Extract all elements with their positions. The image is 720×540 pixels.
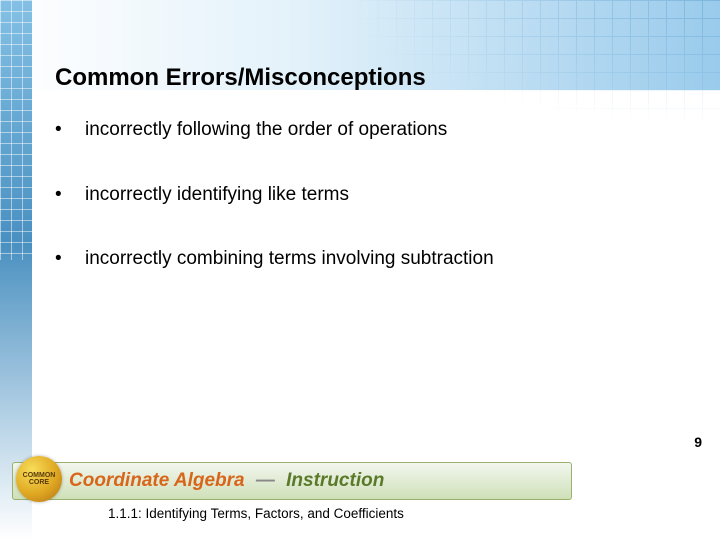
brand-right: Instruction <box>286 470 384 491</box>
slide-title: Common Errors/Misconceptions <box>55 64 680 92</box>
footer: COMMON CORE Coordinate Algebra — Instruc… <box>0 462 720 540</box>
bullet-text: incorrectly identifying like terms <box>85 183 349 208</box>
bullet-item: • incorrectly combining terms involving … <box>55 247 680 272</box>
brand-left: Coordinate Algebra <box>69 470 245 491</box>
bullet-text: incorrectly combining terms involving su… <box>85 247 494 272</box>
footer-banner: Coordinate Algebra — Instruction <box>12 462 572 500</box>
footer-subtitle: 1.1.1: Identifying Terms, Factors, and C… <box>108 506 404 521</box>
page-number: 9 <box>694 434 702 450</box>
brand-dash: — <box>256 470 275 491</box>
common-core-logo: COMMON CORE <box>16 456 62 502</box>
bullet-marker: • <box>55 247 85 272</box>
bullet-marker: • <box>55 118 85 143</box>
footer-brand: Coordinate Algebra — Instruction <box>69 470 384 492</box>
bullet-item: • incorrectly following the order of ope… <box>55 118 680 143</box>
bullet-marker: • <box>55 183 85 208</box>
slide-content: Common Errors/Misconceptions • incorrect… <box>55 64 680 312</box>
bullet-item: • incorrectly identifying like terms <box>55 183 680 208</box>
bullet-text: incorrectly following the order of opera… <box>85 118 447 143</box>
logo-text: COMMON CORE <box>16 472 62 486</box>
